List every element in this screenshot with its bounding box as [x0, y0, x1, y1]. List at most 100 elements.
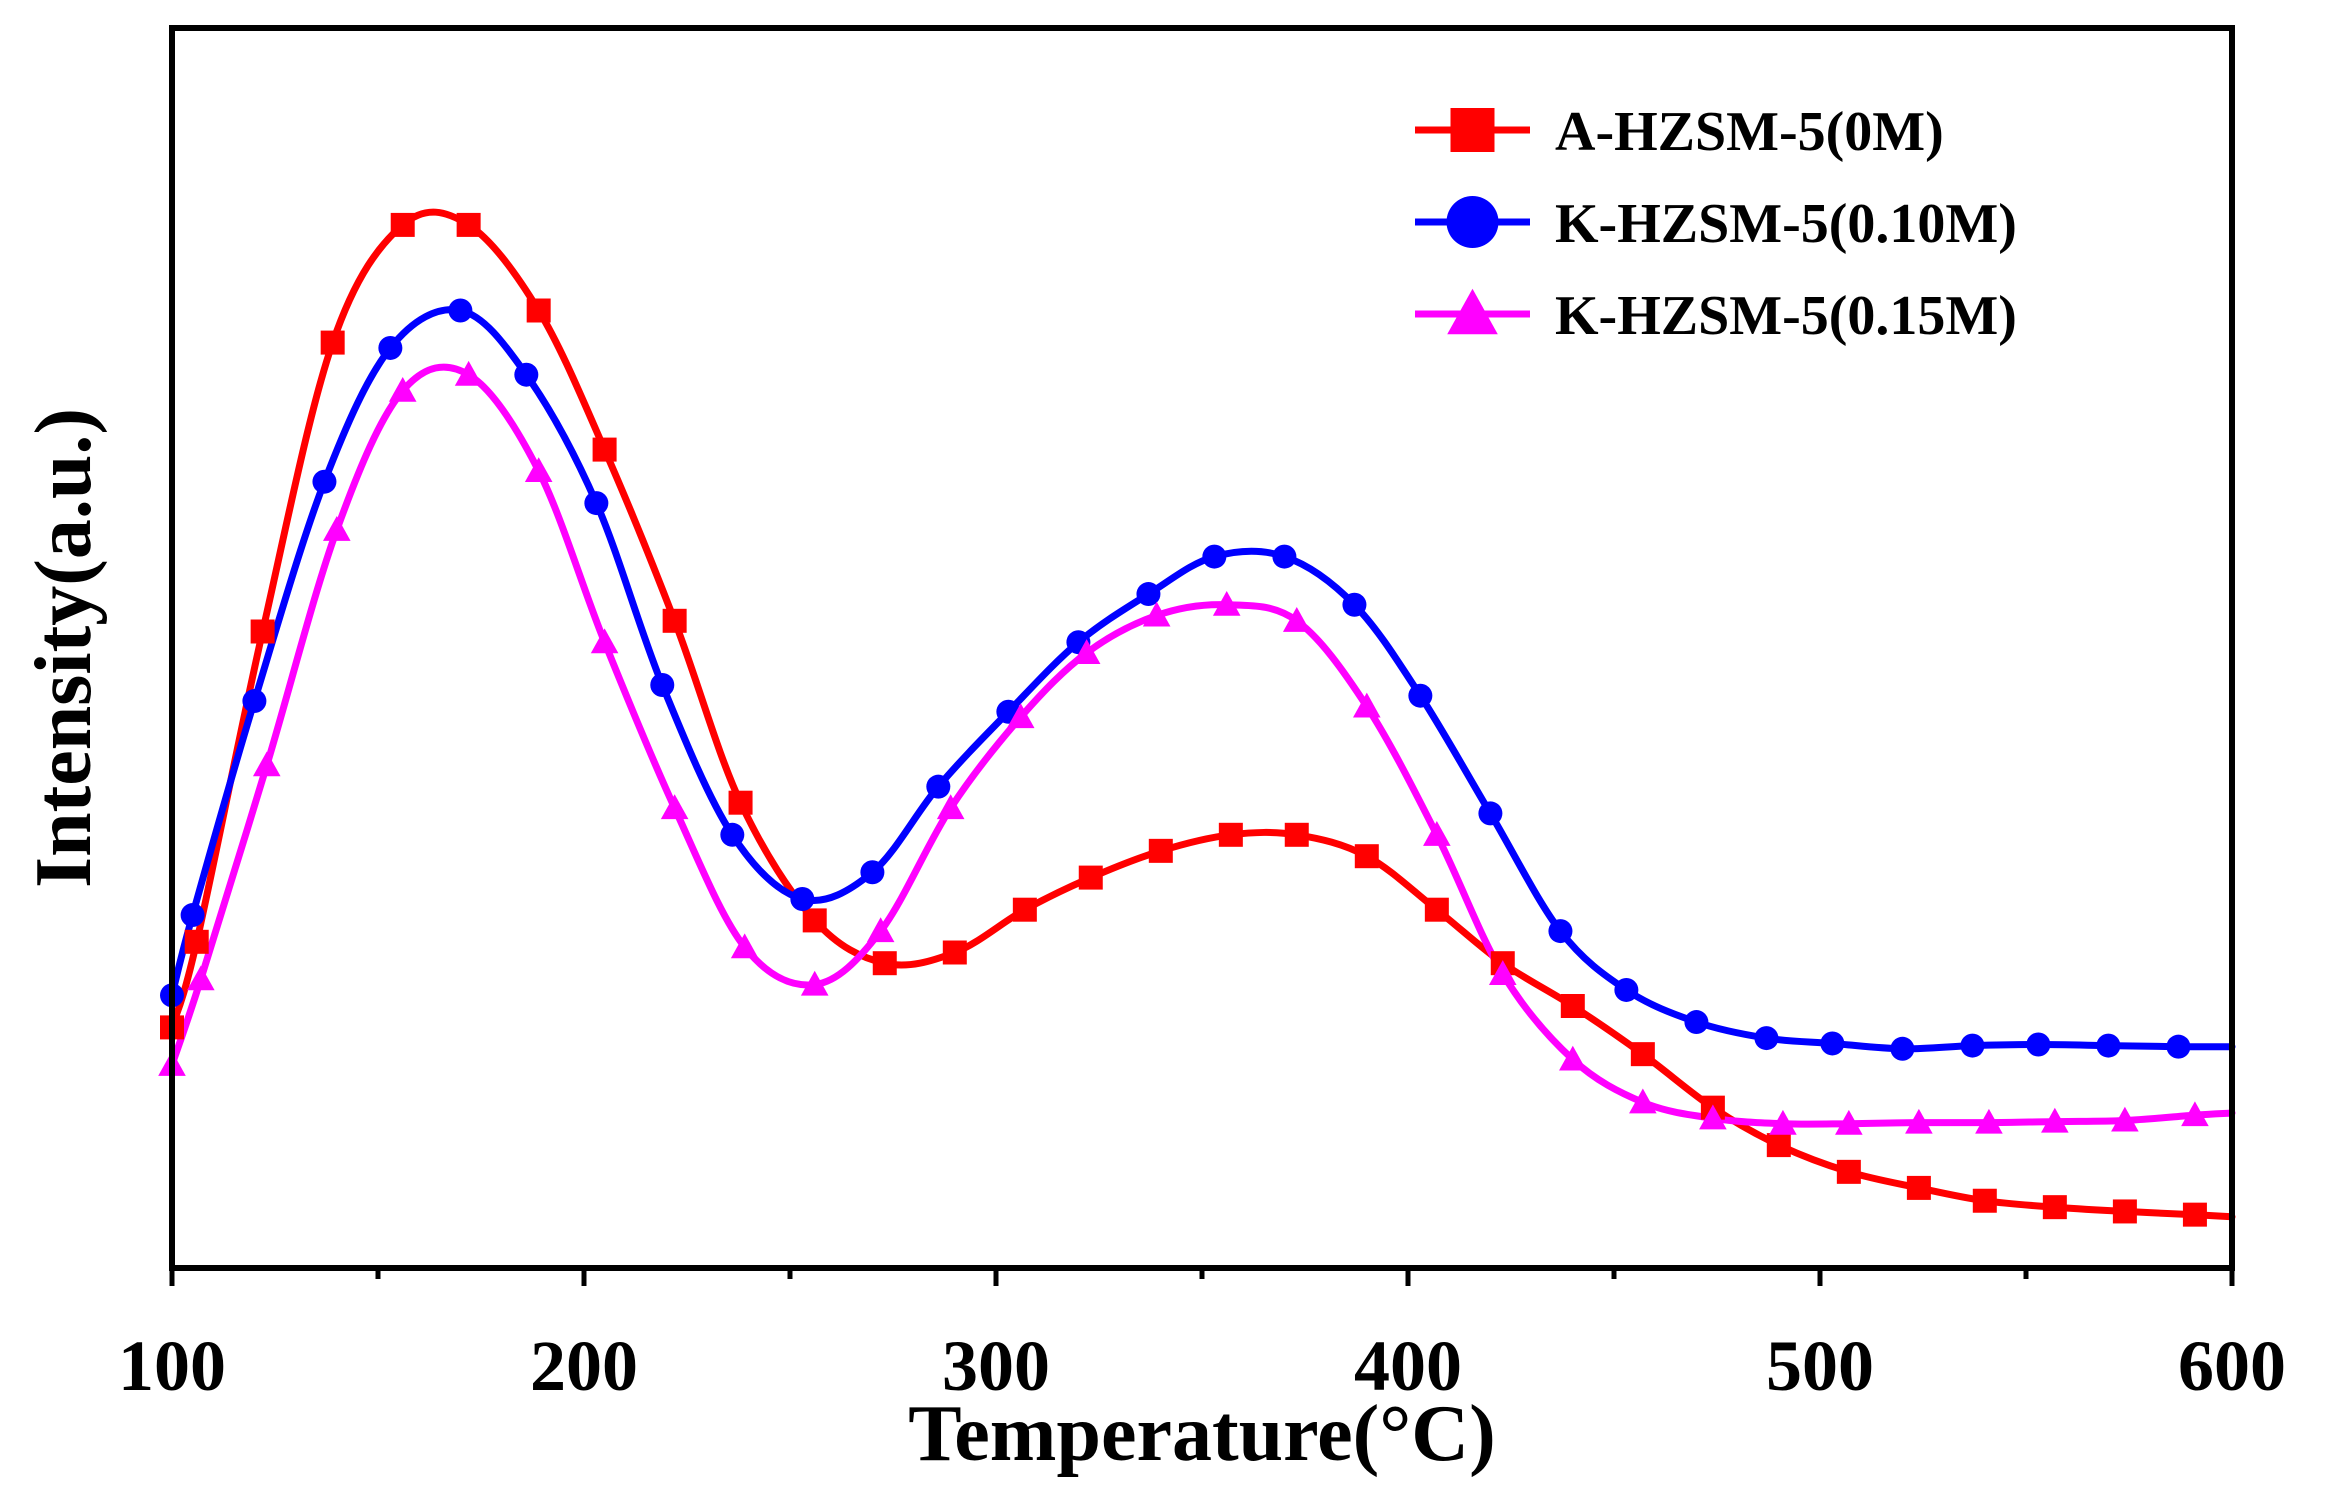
data-point-k-hzsm5-015m-5: [454, 360, 483, 386]
data-point-a-hzsm5-0m-10: [802, 908, 827, 933]
data-point-k-hzsm5-015m-8: [660, 794, 689, 820]
data-point-a-hzsm5-0m-1: [184, 929, 209, 954]
data-point-k-hzsm5-010m-19: [1408, 683, 1433, 708]
data-point-k-hzsm5-010m-22: [1614, 977, 1639, 1002]
data-point-k-hzsm5-010m-6: [514, 362, 539, 387]
data-point-k-hzsm5-010m-2: [242, 689, 267, 714]
legend-marker-k-hzsm5-015m: [1447, 288, 1498, 335]
data-point-a-hzsm5-0m-2: [250, 619, 275, 644]
legend-label-k-hzsm5-015m: K-HZSM-5(0.15M): [1555, 285, 2017, 347]
data-point-k-hzsm5-015m-27: [1975, 1108, 2003, 1134]
data-point-k-hzsm5-015m-4: [388, 376, 417, 402]
data-point-a-hzsm5-0m-28: [2042, 1195, 2067, 1220]
data-point-k-hzsm5-010m-7: [584, 491, 609, 516]
data-point-k-hzsm5-010m-29: [2096, 1033, 2121, 1058]
data-point-k-hzsm5-015m-1: [187, 965, 215, 991]
data-point-k-hzsm5-010m-3: [312, 469, 337, 494]
data-point-k-hzsm5-015m-18: [1353, 692, 1381, 718]
data-point-k-hzsm5-015m-15: [1142, 601, 1171, 627]
data-point-a-hzsm5-0m-19: [1424, 897, 1449, 922]
data-point-a-hzsm5-0m-22: [1630, 1042, 1655, 1067]
x-tick-label: 600: [2178, 1326, 2286, 1406]
data-point-k-hzsm5-010m-18: [1342, 592, 1367, 617]
data-point-k-hzsm5-015m-13: [1006, 703, 1035, 729]
x-tick-label: 100: [118, 1326, 226, 1406]
data-point-k-hzsm5-015m-6: [524, 457, 553, 483]
legend: A-HZSM-5(0M) K-HZSM-5(0.10M) K-HZSM-5(0.15…: [1415, 101, 2017, 347]
data-point-k-hzsm5-010m-24: [1754, 1026, 1779, 1051]
data-point-a-hzsm5-0m-21: [1560, 994, 1585, 1018]
x-tick-label: 500: [1766, 1326, 1874, 1406]
data-point-k-hzsm5-010m-5: [448, 298, 473, 323]
data-point-k-hzsm5-015m-30: [2181, 1101, 2209, 1127]
data-point-a-hzsm5-0m-7: [592, 437, 617, 462]
data-point-a-hzsm5-0m-3: [320, 330, 345, 355]
data-point-a-hzsm5-0m-29: [2112, 1199, 2137, 1224]
data-point-a-hzsm5-0m-12: [942, 940, 967, 965]
x-tick-label: 200: [530, 1326, 638, 1406]
x-axis-ticks: [169, 1268, 2235, 1286]
data-point-a-hzsm5-0m-27: [1972, 1188, 1997, 1213]
data-point-a-hzsm5-0m-17: [1284, 822, 1309, 847]
data-point-k-hzsm5-015m-25: [1835, 1109, 1863, 1135]
y-axis-title: Intensity(a.u.): [20, 408, 108, 888]
data-point-k-hzsm5-010m-11: [860, 860, 885, 885]
data-point-k-hzsm5-015m-2: [252, 751, 281, 777]
data-point-k-hzsm5-015m-7: [590, 628, 619, 654]
x-tick-label: 300: [942, 1326, 1050, 1406]
data-point-k-hzsm5-015m-23: [1699, 1104, 1727, 1130]
legend-marker-a-hzsm5-0m: [1450, 108, 1495, 152]
data-point-k-hzsm5-015m-20: [1488, 960, 1517, 985]
data-point-a-hzsm5-0m-6: [526, 298, 551, 323]
data-point-k-hzsm5-015m-10: [800, 970, 829, 996]
data-point-k-hzsm5-015m-17: [1282, 607, 1311, 632]
data-point-a-hzsm5-0m-13: [1012, 897, 1037, 922]
x-axis-tick-labels: 100 200 300 400 500 600: [118, 1326, 2286, 1406]
data-point-a-hzsm5-0m-4: [390, 212, 415, 237]
data-point-k-hzsm5-010m-16: [1202, 544, 1227, 569]
data-point-k-hzsm5-010m-26: [1890, 1036, 1915, 1061]
data-point-a-hzsm5-0m-26: [1906, 1175, 1931, 1200]
data-point-k-hzsm5-015m-14: [1072, 639, 1101, 664]
data-point-a-hzsm5-0m-24: [1766, 1133, 1791, 1158]
data-point-k-hzsm5-010m-9: [720, 822, 745, 847]
data-point-k-hzsm5-010m-1: [180, 903, 205, 928]
data-point-k-hzsm5-015m-22: [1629, 1088, 1657, 1114]
data-point-k-hzsm5-015m-29: [2111, 1106, 2139, 1132]
data-point-k-hzsm5-015m-11: [866, 917, 895, 943]
data-point-k-hzsm5-015m-9: [730, 933, 759, 959]
data-point-k-hzsm5-010m-20: [1478, 801, 1503, 826]
data-point-k-hzsm5-010m-8: [650, 673, 675, 697]
data-point-k-hzsm5-015m-28: [2041, 1107, 2069, 1133]
data-point-k-hzsm5-015m-3: [323, 516, 351, 541]
data-point-a-hzsm5-0m-8: [662, 608, 687, 633]
data-point-a-hzsm5-0m-5: [456, 212, 481, 237]
data-point-k-hzsm5-010m-25: [1820, 1031, 1845, 1056]
data-point-k-hzsm5-010m-23: [1684, 1010, 1709, 1035]
data-point-k-hzsm5-015m-21: [1559, 1045, 1587, 1071]
data-point-k-hzsm5-010m-30: [2166, 1034, 2191, 1059]
data-point-k-hzsm5-010m-17: [1272, 544, 1297, 569]
x-axis-title: Temperature(°C): [908, 1390, 1495, 1478]
plot-markers: [158, 212, 2209, 1227]
data-point-a-hzsm5-0m-9: [728, 790, 753, 815]
data-point-k-hzsm5-015m-19: [1423, 821, 1451, 846]
data-point-k-hzsm5-015m-12: [936, 794, 965, 820]
data-point-k-hzsm5-015m-24: [1769, 1109, 1797, 1135]
x-tick-label: 400: [1354, 1326, 1462, 1406]
data-point-a-hzsm5-0m-18: [1354, 844, 1379, 869]
data-point-a-hzsm5-0m-14: [1078, 865, 1103, 890]
legend-marker-k-hzsm5-010m: [1446, 196, 1499, 248]
data-point-k-hzsm5-010m-27: [1960, 1033, 1985, 1058]
data-point-a-hzsm5-0m-25: [1836, 1159, 1861, 1184]
data-point-k-hzsm5-015m-26: [1905, 1108, 1933, 1134]
legend-label-a-hzsm5-0m: A-HZSM-5(0M): [1555, 101, 1944, 163]
data-point-a-hzsm5-0m-11: [872, 951, 897, 976]
data-point-a-hzsm5-0m-30: [2182, 1202, 2207, 1227]
data-point-k-hzsm5-010m-4: [378, 335, 403, 360]
data-point-k-hzsm5-015m-16: [1212, 590, 1241, 616]
data-point-a-hzsm5-0m-15: [1148, 838, 1173, 863]
legend-label-k-hzsm5-010m: K-HZSM-5(0.10M): [1555, 193, 2017, 255]
data-point-k-hzsm5-010m-10: [790, 887, 815, 911]
